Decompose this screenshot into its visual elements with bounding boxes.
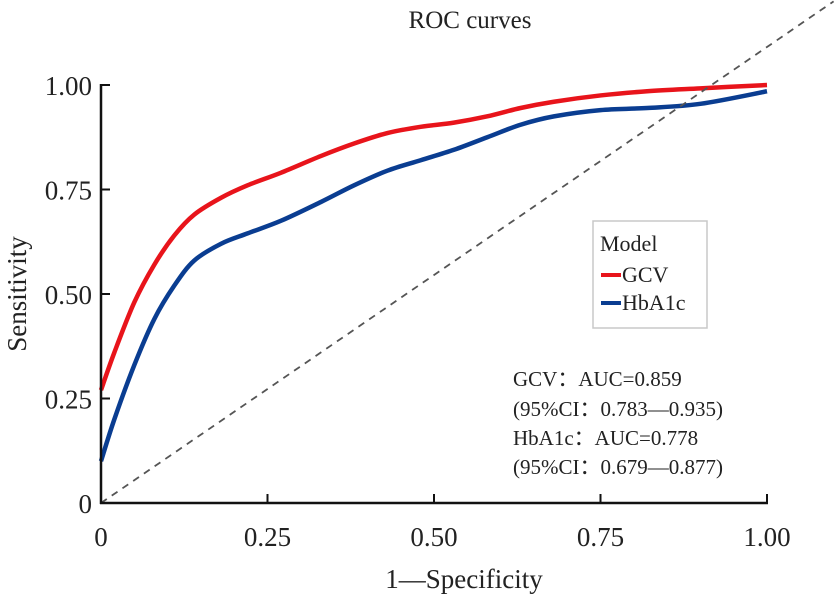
x-tick-label: 0.50 — [410, 522, 457, 552]
auc-annotations: GCV：AUC=0.859 (95%CI：0.783—0.935) HbA1c：… — [513, 367, 723, 479]
legend-title: Model — [600, 231, 657, 256]
x-tick-label: 0.25 — [244, 522, 291, 552]
y-tick-label: 1.00 — [45, 71, 92, 101]
annotation-gcv-auc: GCV：AUC=0.859 — [513, 367, 682, 391]
y-tick-label: 0.50 — [45, 280, 92, 310]
y-ticks: 0 0.25 0.50 0.75 1.00 — [45, 71, 110, 519]
y-axis-title: Sensitivity — [2, 236, 32, 352]
x-ticks: 0 0.25 0.50 0.75 1.00 — [94, 494, 791, 552]
y-tick-label: 0.25 — [45, 385, 92, 415]
x-tick-label: 0.75 — [577, 522, 624, 552]
annotation-hba1c-auc: HbA1c：AUC=0.778 — [513, 426, 698, 450]
legend: Model GCV HbA1c — [592, 220, 708, 329]
x-tick-label: 1.00 — [743, 522, 790, 552]
annotation-hba1c-ci: (95%CI：0.679—0.877) — [513, 455, 723, 479]
series-line-hba1c — [98, 89, 768, 462]
annotation-gcv-ci: (95%CI：0.783—0.935) — [513, 397, 723, 421]
x-axis-title: 1—Specificity — [385, 564, 543, 594]
legend-label-gcv: GCV — [622, 262, 669, 287]
series-line-gcv — [98, 82, 768, 391]
plot-marks — [98, 0, 835, 504]
y-tick-label: 0 — [79, 489, 93, 519]
legend-label-hba1c: HbA1c — [622, 290, 686, 315]
series-line-reference — [100, 0, 835, 504]
y-tick-label: 0.75 — [45, 176, 92, 206]
chart-title: ROC curves — [409, 7, 532, 34]
x-tick-label: 0 — [94, 522, 108, 552]
